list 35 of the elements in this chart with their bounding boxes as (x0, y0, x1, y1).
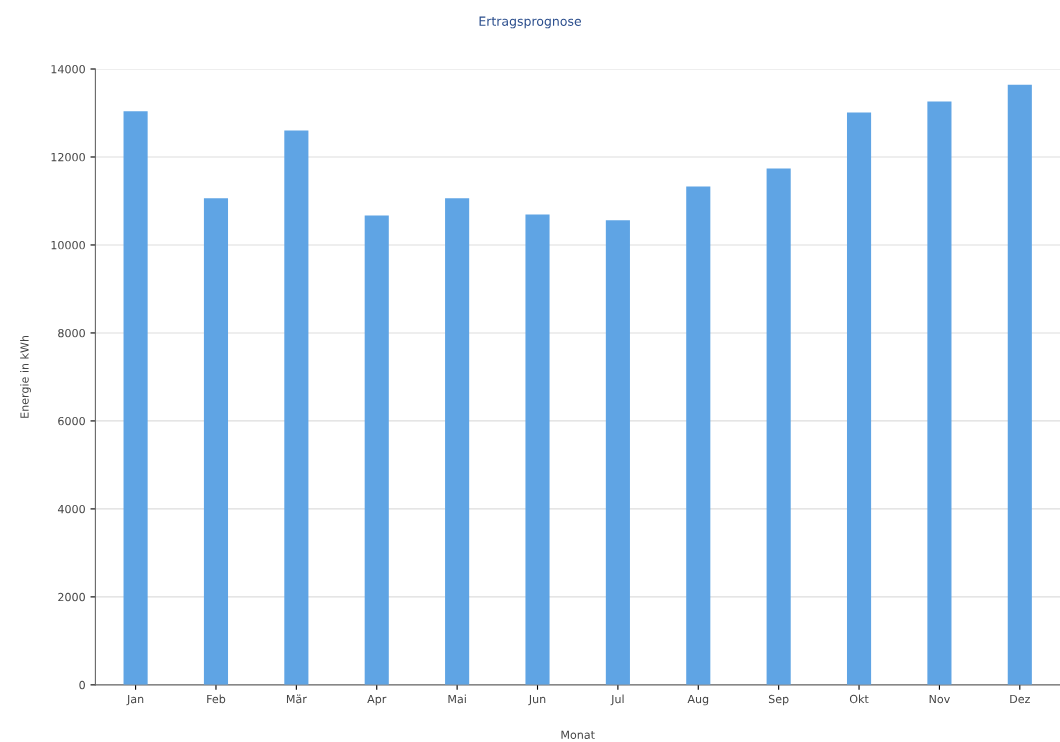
chart-title: Ertragsprognose (479, 16, 581, 29)
x-tick-label: Dez (1010, 694, 1030, 704)
y-tick-label: 6000 (58, 416, 85, 426)
bar (686, 186, 711, 685)
bar (927, 101, 952, 685)
bar (364, 215, 389, 685)
y-tick-label: 2000 (58, 592, 85, 602)
bar (203, 198, 229, 685)
bar (525, 214, 550, 685)
x-tick-label: Mai (448, 694, 466, 704)
x-tick-label: Jan (126, 694, 144, 706)
bar (1007, 84, 1032, 685)
x-tick-label: Mär (286, 694, 307, 704)
x-tick-label: Aug (687, 694, 709, 706)
bar (766, 168, 791, 685)
y-tick-label: 8000 (58, 328, 85, 338)
bar (846, 112, 872, 685)
y-tick-label: 0 (79, 680, 85, 690)
x-tick-label: Okt (849, 694, 869, 704)
bar (123, 111, 148, 685)
bar (284, 130, 309, 685)
x-tick-label: Sep (768, 694, 789, 706)
bar (445, 198, 470, 685)
y-tick-label: 10000 (51, 240, 85, 250)
y-axis-title: Energie in kWh (20, 335, 31, 418)
bar (605, 220, 630, 685)
x-tick-label: Jun (528, 694, 546, 706)
x-tick-label: Jul (610, 694, 624, 706)
x-tick-label: Feb (207, 694, 226, 704)
x-tick-label: Apr (367, 694, 387, 706)
y-tick-label: 4000 (57, 504, 85, 514)
x-axis-title: Monat (561, 730, 595, 739)
x-tick-label: Nov (929, 694, 950, 704)
y-tick-label: 12000 (51, 152, 85, 162)
y-tick-label: 14000 (51, 64, 85, 74)
